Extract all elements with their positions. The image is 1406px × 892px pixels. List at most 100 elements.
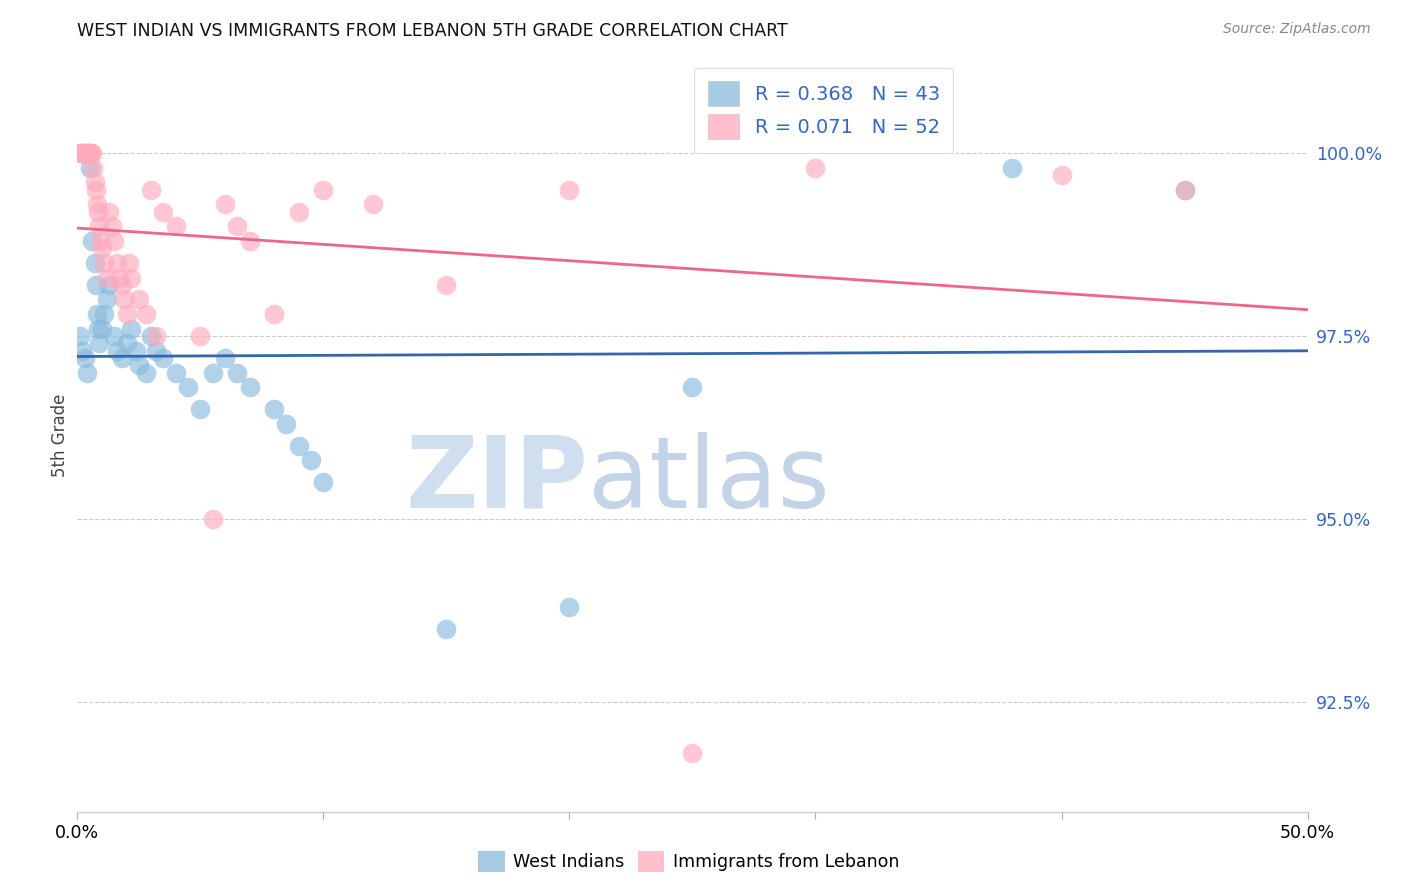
Point [682,380,704,394]
Point [288,439,311,453]
Point [83,175,105,189]
Point [108,270,131,285]
Point [128,359,150,373]
Point [145,343,167,358]
Point [90,241,114,255]
Point [80,146,103,161]
Point [177,380,200,394]
Point [73,351,96,365]
Point [118,256,141,270]
Point [76,366,98,380]
Point [70,146,93,161]
Point [76,146,98,161]
Point [276,417,298,431]
Text: atlas: atlas [588,432,830,529]
Point [87,204,110,219]
Y-axis label: 5th Grade: 5th Grade [51,393,69,476]
Point [145,329,167,343]
Point [436,622,458,636]
Point [101,219,124,234]
Point [98,204,121,219]
Point [152,351,174,365]
Point [682,746,704,760]
Point [299,453,322,467]
Point [1050,168,1073,182]
Point [141,183,163,197]
Point [115,336,138,351]
Point [121,322,143,336]
Point [1174,183,1197,197]
Point [75,146,97,161]
Point [115,307,138,321]
Point [804,161,827,175]
Point [79,161,101,175]
Point [90,234,112,248]
Point [89,336,111,351]
Point [103,329,125,343]
Point [128,293,150,307]
Point [112,293,135,307]
Point [93,307,115,321]
Point [121,270,143,285]
Point [226,366,249,380]
Point [361,197,384,211]
Point [201,512,224,526]
Point [79,146,101,161]
Point [72,146,94,161]
Text: WEST INDIAN VS IMMIGRANTS FROM LEBANON 5TH GRADE CORRELATION CHART: WEST INDIAN VS IMMIGRANTS FROM LEBANON 5… [77,22,789,40]
Point [111,277,132,292]
Point [152,204,174,219]
Point [558,183,581,197]
Point [226,219,249,234]
Point [73,146,96,161]
Point [312,475,335,490]
Point [263,307,285,321]
Point [93,256,115,270]
Point [86,307,108,321]
Point [111,351,132,365]
Point [82,234,104,248]
Point [558,599,581,614]
Point [239,234,262,248]
Point [1174,183,1197,197]
Point [84,277,107,292]
Point [135,307,157,321]
Legend: West Indians, Immigrants from Lebanon: West Indians, Immigrants from Lebanon [471,844,907,879]
Point [165,219,187,234]
Point [188,402,212,417]
Point [201,366,224,380]
Point [214,197,236,211]
Point [105,256,128,270]
Point [141,329,163,343]
Point [83,256,105,270]
Point [69,146,91,161]
Text: ZIP: ZIP [405,432,588,529]
Point [96,293,118,307]
Point [82,146,104,161]
Point [89,219,111,234]
Point [312,183,335,197]
Point [239,380,262,394]
Point [70,343,93,358]
Point [70,146,93,161]
Point [69,329,91,343]
Point [135,366,157,380]
Point [288,204,311,219]
Point [1001,161,1024,175]
Legend: R = 0.368   N = 43, R = 0.071   N = 52: R = 0.368 N = 43, R = 0.071 N = 52 [695,68,953,153]
Point [165,366,187,380]
Point [263,402,285,417]
Point [90,322,114,336]
Point [98,277,121,292]
Point [105,343,128,358]
Point [77,146,100,161]
Point [96,270,118,285]
Point [82,161,104,175]
Point [103,234,125,248]
Point [188,329,212,343]
Text: Source: ZipAtlas.com: Source: ZipAtlas.com [1223,22,1371,37]
Point [86,197,108,211]
Point [84,183,107,197]
Point [436,277,458,292]
Point [87,322,110,336]
